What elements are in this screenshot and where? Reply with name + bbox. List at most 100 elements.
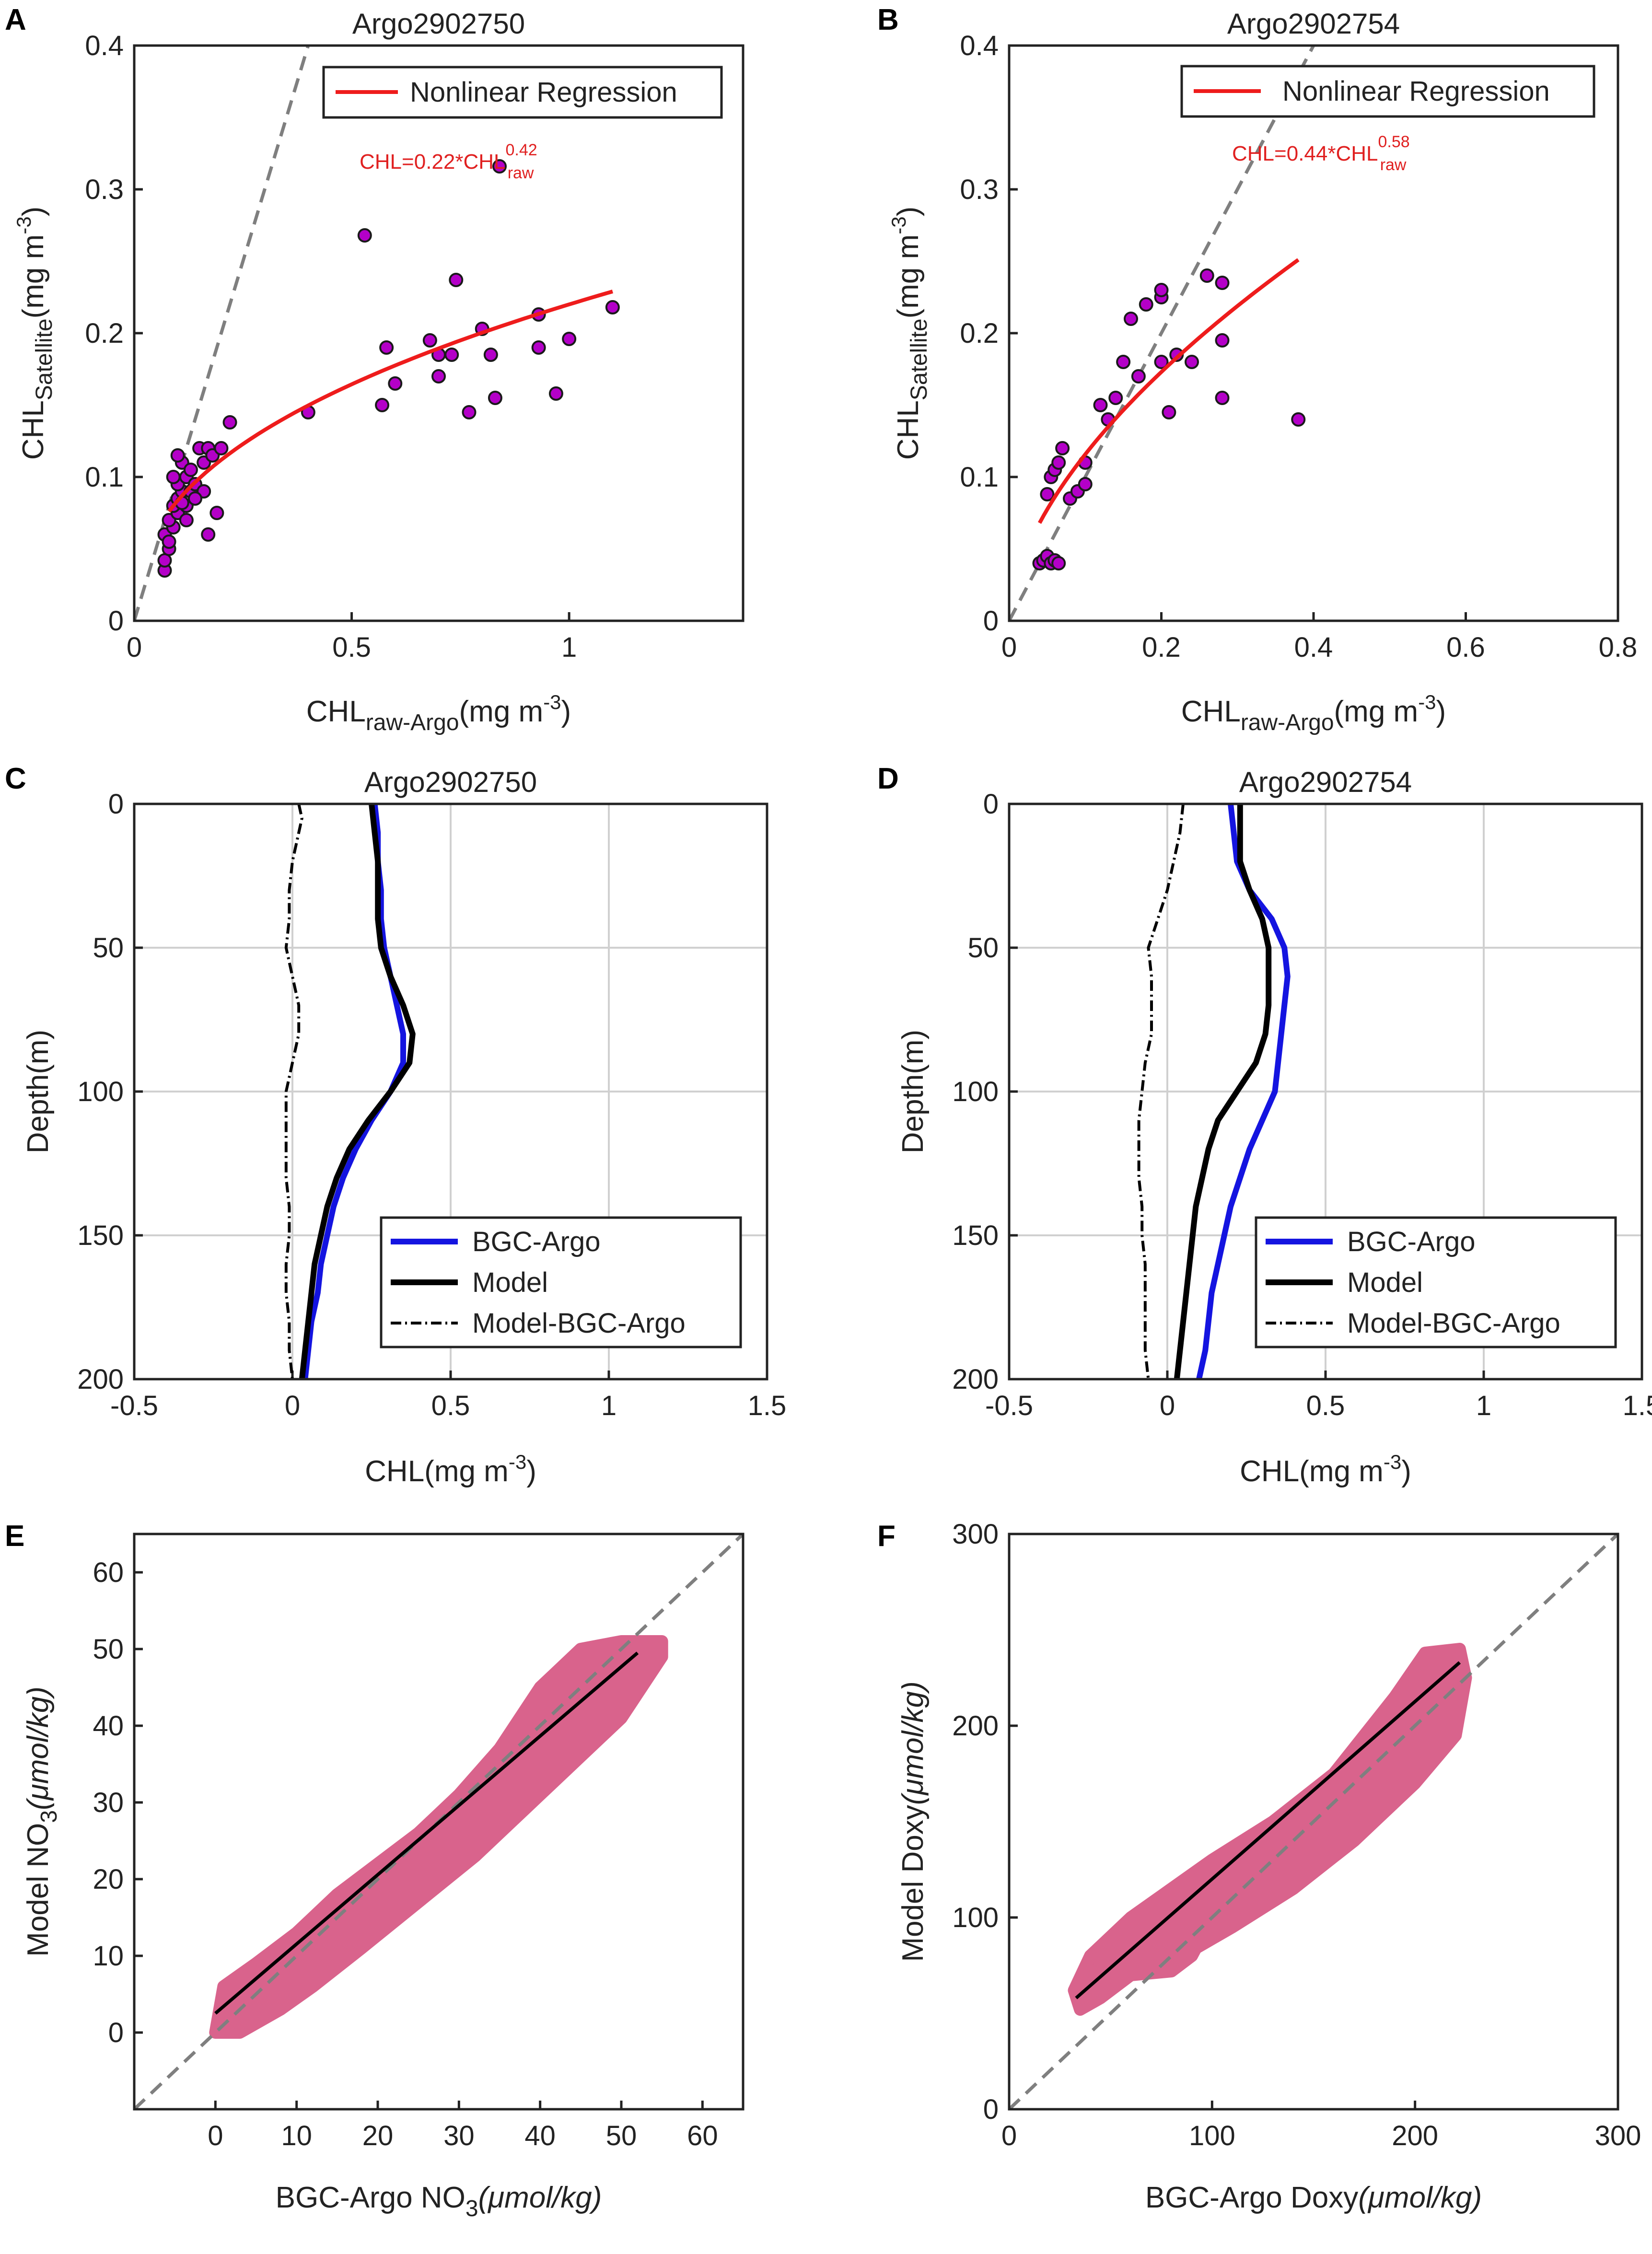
panel-e-xtick-label: 0 [208,2120,223,2151]
panel-letter-b: B [877,3,899,36]
panel-b-scatter-point [1215,276,1230,290]
panel-d-xlabel: CHL(mg m-3) [1240,1451,1411,1488]
panel-c-ylabel: Depth(m) [22,1030,55,1153]
panel-f-axes-box [1008,1533,1619,2111]
panel-a-ytick-label: 0.3 [85,174,124,205]
panel-b-ytick-label: 0.2 [960,318,999,349]
panel-a: A Argo2902750 0 0.5 1 0 0.1 0.2 0.3 0.4 Nonline… [5,3,745,735]
panel-d-legend-label-model: Model [1347,1267,1423,1298]
panel-b-scatter-point [1051,455,1066,470]
panel-a-scatter-point [388,376,403,391]
panel-a-scatter-point [162,534,176,549]
panel-a-xtick-label: 0.5 [332,632,371,663]
panel-c-ytick-label: 100 [77,1076,124,1107]
panel-c-xtick-label: 0 [285,1390,300,1421]
panel-b-title: Argo2902754 [1227,8,1400,40]
panel-a-scatter-point [170,448,185,463]
panel-a-ylabel: CHLSatellite(mg m-3) [12,207,57,460]
panel-letter-c: C [5,762,26,795]
panel-c-model-profile [299,804,416,1379]
panel-b-axes-box [1008,44,1619,622]
panel-d-legend-label-bgc: BGC-Argo [1347,1226,1476,1257]
panel-a-title: Argo2902750 [352,8,525,40]
panel-a-xtick-label: 0 [127,632,142,663]
panel-d-xtick-label: 0 [1160,1390,1175,1421]
panel-b-scatter-point [1291,412,1306,427]
panel-a-scatter-point [214,441,229,455]
panel-c-xtick-label: 1.5 [748,1390,787,1421]
panel-a-equation-exp: 0.42 [506,141,537,159]
panel-b-ytick-label: 0.1 [960,462,999,493]
panel-b-ytick-label: 0 [983,605,999,637]
panel-b-scatter-point [1154,355,1169,369]
panel-a-axes-box [133,44,745,622]
panel-d-ytick-label: 50 [967,932,999,964]
panel-b-scatter-point [1108,391,1123,405]
panel-e-ytick-label: 0 [108,2017,124,2048]
panel-d-axes-box [1008,802,1643,1381]
panel-d-ytick-label: 100 [952,1076,999,1107]
panel-d-xtick-label: -0.5 [985,1390,1033,1421]
panel-d-legend-label-diff: Model-BGC-Argo [1347,1308,1560,1339]
panel-b-equation-sub: raw [1380,156,1407,174]
panel-b-scatter-point [1185,355,1199,369]
panel-e-scatter-cloud [209,1635,668,2039]
panel-letter-d: D [877,762,899,795]
panel-a-scatter-point [492,159,507,174]
panel-a-scatter-point [562,332,577,346]
panel-a-scatter-point [531,340,546,355]
panel-a-scatter-point [548,386,563,401]
panel-c-xtick-label: 0.5 [431,1390,470,1421]
panel-c-marks [284,804,416,1379]
panel-letter-f: F [877,1520,896,1553]
panel-c-xtick-label: 1 [601,1390,617,1421]
panel-e-ytick-label: 50 [93,1634,124,1665]
panel-f-ytick-label: 200 [952,1710,999,1742]
panel-a-ytick-label: 0.1 [85,462,124,493]
panel-b-scatter-point [1154,283,1169,297]
panel-e-fit-line [214,1651,639,2015]
panel-b-regression-curve [1037,258,1300,524]
panel-b-equation-exp: 0.58 [1378,133,1410,151]
panel-d-marks [1137,804,1291,1379]
panel-b: B Argo2902754 0 0.2 0.4 0.6 0.8 0 0.1 0.2 0.3 0.4… [877,3,1637,735]
panel-b-equation-prefix: CHL=0.44*CHL [1232,142,1378,165]
panel-a-legend-label-regression: Nonlinear Regression [410,77,677,108]
panel-a-ytick-label: 0.4 [85,30,124,61]
panel-a-scatter-point [483,348,498,362]
panel-e-xtick-label: 40 [524,2120,556,2151]
panel-a-scatter-point [222,415,237,430]
panel-c-axes-box [133,802,768,1381]
panel-a-scatter-point [375,398,390,412]
panel-b-scatter-point [1124,312,1138,326]
panel-b-ylabel: CHLSatellite(mg m-3) [887,207,932,460]
panel-b-scatter-point [1055,441,1070,455]
panel-d-legend: BGC-Argo Model Model-BGC-Argo [1255,1216,1617,1348]
panel-c-model-minus-bgc-profile [284,804,303,1379]
panel-c-xtick-label: -0.5 [110,1390,158,1421]
panel-a-legend: Nonlinear Regression [322,66,723,119]
panel-b-scatter-point [1215,333,1230,348]
panel-e-xtick-label: 60 [687,2120,718,2151]
panel-a-scatter-point [357,228,372,243]
panel-d-ticks: -0.5 0 0.5 1 1.5 0 50 100 150 200 [952,789,1652,1421]
panel-c-legend-label-model: Model [472,1267,548,1298]
panel-c-legend-label-diff: Model-BGC-Argo [472,1308,686,1339]
panel-f-ytick-label: 300 [952,1519,999,1550]
panel-b-scatter-point [1131,369,1146,383]
panel-d-ylabel: Depth(m) [896,1030,930,1153]
panel-b-xtick-label: 0.6 [1446,632,1485,663]
panel-c-title: Argo2902750 [364,766,537,798]
panel-b-xtick-label: 0 [1001,632,1017,663]
panel-a-equation: CHL=0.22*CHL0.42 raw [360,141,537,182]
panel-e-ticks: 0 10 20 30 40 50 60 0 10 20 30 40 50 60 [93,1557,718,2151]
panel-b-marks [1009,46,1315,621]
panel-letter-e: E [5,1520,24,1553]
panel-b-ytick-label: 0.3 [960,174,999,205]
panel-d-bgc-argo-profile [1196,804,1291,1379]
panel-c: C Argo2902750 -0.5 0 0.5 1 1.5 0 50 100 150 200 B… [5,762,786,1488]
panel-e-xtick-label: 20 [362,2120,394,2151]
panel-d-title: Argo2902754 [1239,766,1412,798]
panel-c-legend-label-bgc: BGC-Argo [472,1226,601,1257]
